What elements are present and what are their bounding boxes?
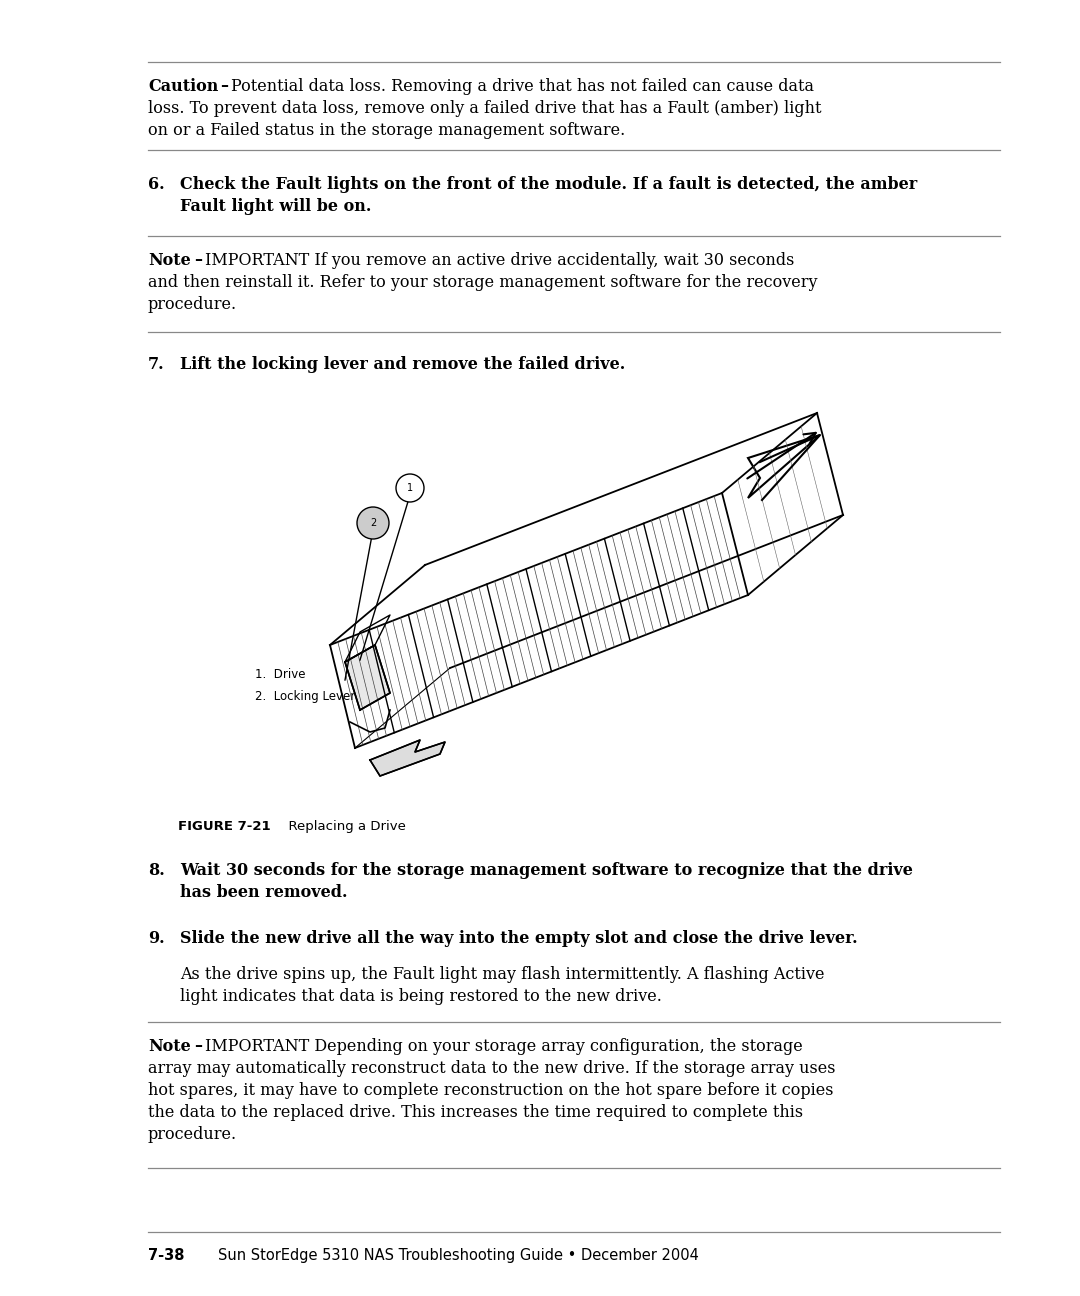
Text: Note: Note: [148, 1038, 191, 1055]
Text: light indicates that data is being restored to the new drive.: light indicates that data is being resto…: [180, 988, 662, 1004]
Circle shape: [357, 507, 389, 539]
Text: Fault light will be on.: Fault light will be on.: [180, 198, 372, 215]
Text: and then reinstall it. Refer to your storage management software for the recover: and then reinstall it. Refer to your sto…: [148, 273, 818, 292]
Text: on or a Failed status in the storage management software.: on or a Failed status in the storage man…: [148, 122, 625, 139]
Text: procedure.: procedure.: [148, 1126, 238, 1143]
Text: As the drive spins up, the Fault light may flash intermittently. A flashing Acti: As the drive spins up, the Fault light m…: [180, 966, 824, 982]
Text: array may automatically reconstruct data to the new drive. If the storage array : array may automatically reconstruct data…: [148, 1060, 836, 1077]
Text: Check the Fault lights on the front of the module. If a fault is detected, the a: Check the Fault lights on the front of t…: [180, 176, 917, 193]
Text: Slide the new drive all the way into the empty slot and close the drive lever.: Slide the new drive all the way into the…: [180, 931, 858, 947]
Text: 2: 2: [369, 518, 376, 527]
Text: 1.  Drive: 1. Drive: [255, 667, 306, 680]
Text: 9.: 9.: [148, 931, 164, 947]
Text: Wait 30 seconds for the storage management software to recognize that the drive: Wait 30 seconds for the storage manageme…: [180, 862, 913, 879]
Text: hot spares, it may have to complete reconstruction on the hot spare before it co: hot spares, it may have to complete reco…: [148, 1082, 834, 1099]
Text: loss. To prevent data loss, remove only a failed drive that has a Fault (amber) : loss. To prevent data loss, remove only …: [148, 100, 822, 117]
Text: –: –: [194, 251, 202, 270]
Text: Caution: Caution: [148, 78, 218, 95]
Text: 1: 1: [407, 483, 413, 492]
Polygon shape: [370, 740, 445, 776]
Text: Sun StorEdge 5310 NAS Troubleshooting Guide • December 2004: Sun StorEdge 5310 NAS Troubleshooting Gu…: [218, 1248, 699, 1264]
Text: procedure.: procedure.: [148, 295, 238, 314]
Text: IMPORTANT Depending on your storage array configuration, the storage: IMPORTANT Depending on your storage arra…: [205, 1038, 802, 1055]
Text: has been removed.: has been removed.: [180, 884, 348, 901]
Polygon shape: [345, 645, 390, 710]
Text: 6.: 6.: [148, 176, 164, 193]
Text: 8.: 8.: [148, 862, 165, 879]
Text: Lift the locking lever and remove the failed drive.: Lift the locking lever and remove the fa…: [180, 356, 625, 373]
Text: 2.  Locking Lever: 2. Locking Lever: [255, 689, 355, 702]
Text: Potential data loss. Removing a drive that has not failed can cause data: Potential data loss. Removing a drive th…: [231, 78, 814, 95]
Text: the data to the replaced drive. This increases the time required to complete thi: the data to the replaced drive. This inc…: [148, 1104, 804, 1121]
Text: –: –: [220, 78, 228, 95]
Text: 7-38: 7-38: [148, 1248, 185, 1264]
Text: Note: Note: [148, 251, 191, 270]
Text: FIGURE 7-21: FIGURE 7-21: [178, 820, 271, 833]
Text: Replacing a Drive: Replacing a Drive: [280, 820, 406, 833]
Text: 7.: 7.: [148, 356, 164, 373]
Text: IMPORTANT If you remove an active drive accidentally, wait 30 seconds: IMPORTANT If you remove an active drive …: [205, 251, 795, 270]
Circle shape: [396, 474, 424, 502]
Text: –: –: [194, 1038, 202, 1055]
